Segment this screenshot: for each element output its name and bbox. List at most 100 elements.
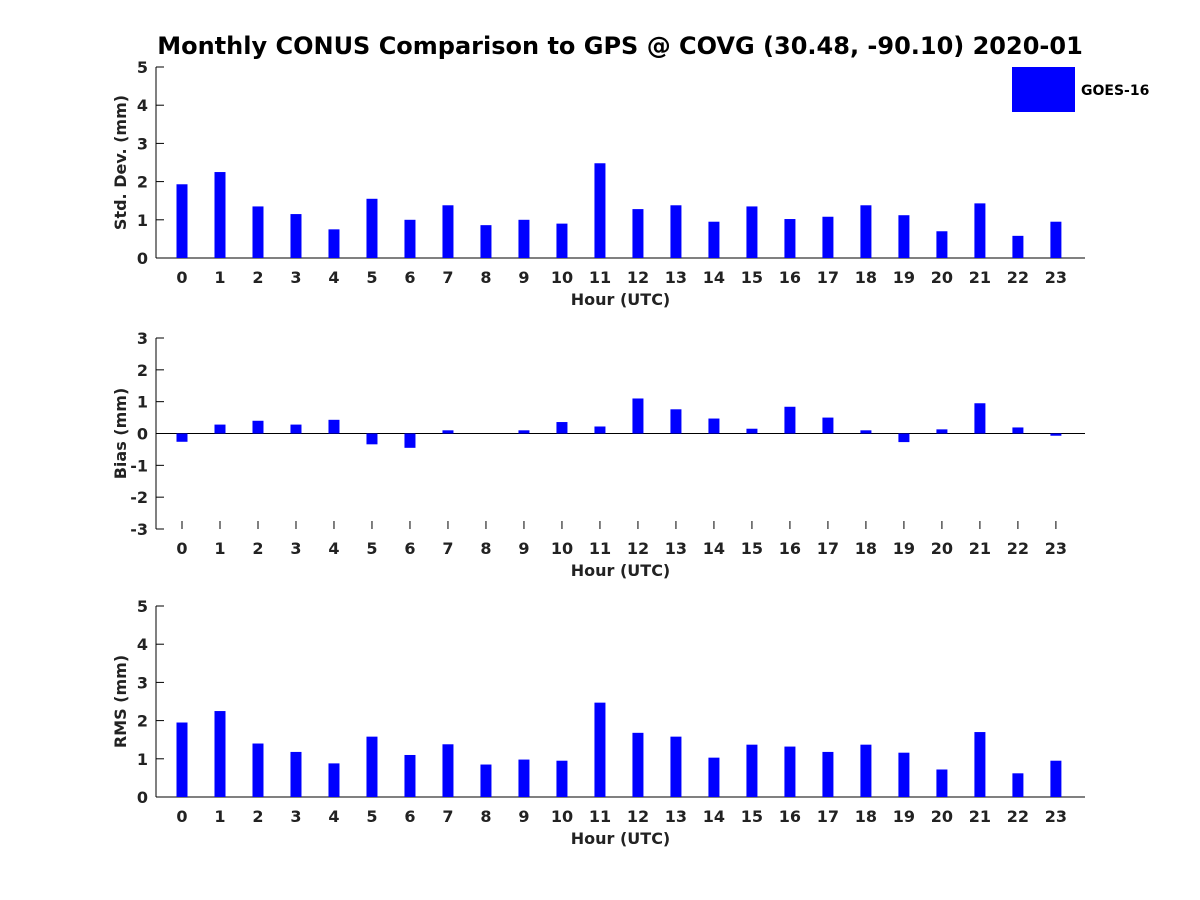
bar	[632, 209, 644, 258]
x-tick-label: 13	[665, 539, 687, 558]
bar	[176, 184, 188, 258]
x-tick-label: 10	[551, 539, 573, 558]
x-tick-label: 23	[1045, 268, 1067, 287]
bar	[1012, 427, 1024, 434]
y-tick-label: 3	[137, 134, 148, 153]
y-axis-label: Bias (mm)	[111, 388, 130, 480]
bar	[518, 759, 530, 797]
bar	[670, 409, 682, 434]
bar	[936, 231, 948, 258]
bar	[404, 754, 416, 797]
bar	[746, 744, 758, 797]
bar	[936, 769, 948, 797]
x-tick-label: 11	[589, 268, 611, 287]
x-tick-label: 8	[480, 807, 491, 826]
y-tick-label: 1	[137, 211, 148, 230]
x-tick-label: 3	[290, 807, 301, 826]
bar	[252, 420, 264, 434]
y-axis-label: RMS (mm)	[111, 655, 130, 748]
x-tick-label: 19	[893, 539, 915, 558]
bar	[898, 433, 910, 443]
x-tick-label: 15	[741, 268, 763, 287]
x-tick-label: 20	[931, 807, 953, 826]
bar	[974, 403, 986, 434]
bar	[898, 752, 910, 797]
bar	[404, 219, 416, 258]
x-tick-label: 1	[214, 268, 225, 287]
bar	[328, 229, 340, 258]
y-tick-label: 1	[137, 750, 148, 769]
x-tick-label: 23	[1045, 807, 1067, 826]
bar	[366, 736, 378, 797]
bar	[784, 406, 796, 434]
x-tick-label: 16	[779, 807, 801, 826]
bar	[328, 419, 340, 434]
x-tick-label: 10	[551, 807, 573, 826]
x-axis-label: Hour (UTC)	[571, 290, 671, 309]
bar	[594, 163, 606, 258]
bar	[1050, 433, 1062, 436]
x-tick-label: 18	[855, 268, 877, 287]
chart-title: Monthly CONUS Comparison to GPS @ COVG (…	[157, 32, 1083, 60]
bar	[214, 711, 226, 797]
x-tick-label: 11	[589, 539, 611, 558]
bar	[974, 203, 986, 258]
y-tick-label: 2	[137, 712, 148, 731]
x-tick-label: 11	[589, 807, 611, 826]
bar	[214, 424, 226, 434]
x-tick-label: 9	[518, 807, 529, 826]
legend-swatch	[1012, 67, 1075, 112]
x-tick-label: 19	[893, 807, 915, 826]
x-tick-label: 9	[518, 539, 529, 558]
x-tick-label: 17	[817, 268, 839, 287]
bar	[860, 744, 872, 797]
bar	[290, 424, 302, 434]
bar	[328, 763, 340, 797]
y-tick-label: 4	[137, 96, 148, 115]
x-tick-label: 23	[1045, 539, 1067, 558]
bar	[708, 757, 720, 797]
x-tick-label: 5	[366, 539, 377, 558]
y-tick-label: 0	[137, 425, 148, 444]
bar	[404, 433, 416, 448]
x-tick-label: 13	[665, 268, 687, 287]
x-tick-label: 17	[817, 539, 839, 558]
x-tick-label: 15	[741, 539, 763, 558]
x-tick-label: 6	[404, 539, 415, 558]
x-tick-label: 12	[627, 268, 649, 287]
bar	[746, 206, 758, 258]
x-tick-label: 21	[969, 539, 991, 558]
bar	[442, 430, 454, 434]
y-tick-label: 5	[137, 58, 148, 77]
x-tick-label: 8	[480, 539, 491, 558]
bar	[784, 746, 796, 797]
x-tick-label: 2	[252, 268, 263, 287]
bar	[556, 223, 568, 258]
bar	[708, 221, 720, 258]
x-tick-label: 18	[855, 539, 877, 558]
x-tick-label: 0	[176, 539, 187, 558]
x-tick-label: 19	[893, 268, 915, 287]
bar	[252, 206, 264, 258]
bar	[974, 732, 986, 797]
y-tick-label: 4	[137, 635, 148, 654]
bar	[252, 743, 264, 797]
x-tick-label: 21	[969, 268, 991, 287]
y-tick-label: 0	[137, 788, 148, 807]
bar	[1012, 235, 1024, 258]
x-tick-label: 12	[627, 807, 649, 826]
x-tick-label: 21	[969, 807, 991, 826]
x-tick-label: 6	[404, 807, 415, 826]
y-tick-label: -1	[130, 456, 148, 475]
x-tick-label: 13	[665, 807, 687, 826]
x-axis-label: Hour (UTC)	[571, 829, 671, 848]
bar	[366, 433, 378, 445]
y-tick-label: -2	[130, 488, 148, 507]
bar	[442, 205, 454, 258]
x-tick-label: 0	[176, 268, 187, 287]
